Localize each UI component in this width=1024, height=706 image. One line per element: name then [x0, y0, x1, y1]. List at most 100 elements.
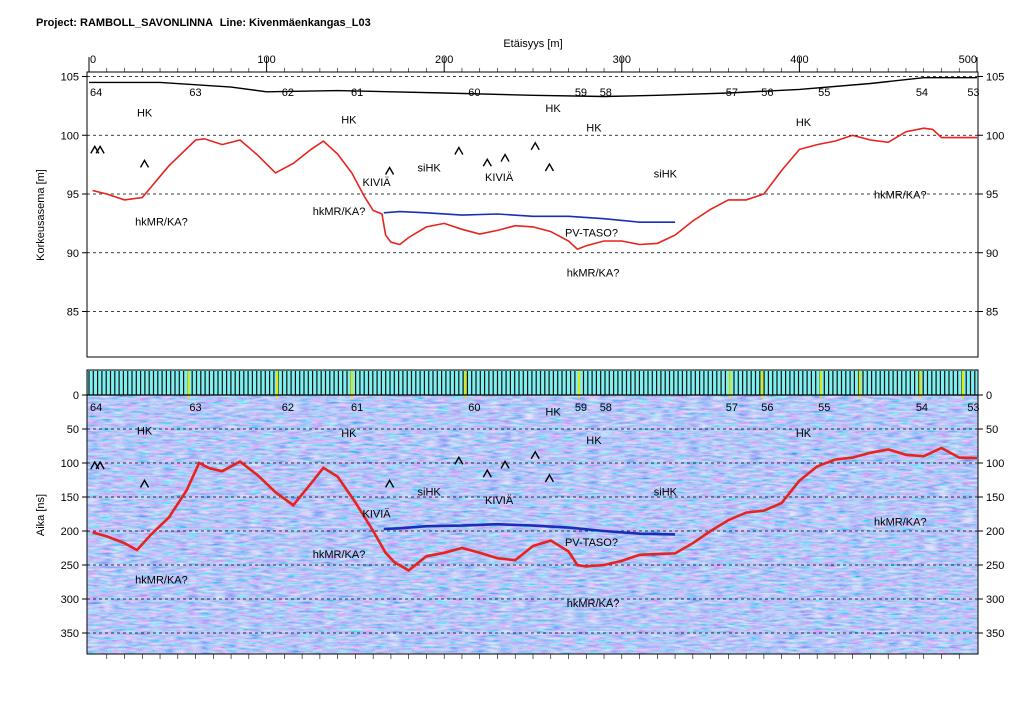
marker-strip-ticks: [87, 371, 978, 398]
y-tick-label-right: 100: [986, 130, 1004, 142]
annotation-label: KIVIÄ: [363, 177, 392, 189]
boulder-mark: [95, 144, 105, 154]
y-tick-label-right: 90: [986, 248, 998, 260]
time-tick-label-right: 0: [986, 390, 992, 402]
radargram-station-label: 61: [351, 402, 363, 414]
radargram-station-label: 56: [761, 402, 773, 414]
annotation-label: siHK: [418, 163, 442, 175]
station-label: 57: [726, 87, 738, 99]
elevation-station-labels: 64 63 62 61 60 59 58 57 56 55 54 53: [90, 87, 980, 99]
radargram-series: [92, 446, 978, 572]
time-tick-label-right: 100: [986, 458, 1004, 470]
radargram-frame: [86, 369, 979, 655]
y-tick-label: 85: [67, 307, 79, 319]
radargram-annotation-label: hkMR/KA?: [313, 549, 366, 561]
radargram-annotations: HK HK HK HK HK siHK siHK KIVIÄ KIVIÄ hkMR/KA? hkMR…: [135, 406, 926, 610]
time-y-axis-label: Aika [ns]: [35, 494, 47, 536]
time-tick-label: 350: [61, 628, 79, 640]
series-line-1: [92, 127, 977, 251]
time-tick-label: 300: [61, 594, 79, 606]
time-tick-label: 50: [67, 424, 79, 436]
time-tick-label: 150: [61, 492, 79, 504]
radargram-station-label: 55: [818, 402, 830, 414]
annotation-label: HK: [796, 117, 812, 129]
radargram-boulder-marks: [90, 450, 555, 488]
radargram-panel: 0 0 50 50 100 100 150 150 200 200 250 250 300 300 350 3…: [35, 369, 1005, 659]
time-tick-label-right: 250: [986, 560, 1004, 572]
y-tick-label: 90: [67, 248, 79, 260]
project-name: RAMBOLL_SAVONLINNA: [80, 17, 213, 29]
line-name: Kivenmäenkangas_L03: [249, 17, 371, 29]
time-tick-label-right: 50: [986, 424, 998, 436]
boulder-mark: [544, 473, 555, 483]
radargram-annotation-label: PV-TASO?: [565, 537, 618, 549]
radargram-tick-labels: 0 0 50 50 100 100 150 150 200 200 250 250 300 300 350 3…: [61, 390, 1005, 640]
station-label: 58: [600, 87, 612, 99]
time-tick-label: 250: [61, 560, 79, 572]
station-label: 60: [468, 87, 480, 99]
y-tick-label-right: 105: [986, 72, 1004, 84]
boulder-mark: [482, 468, 492, 478]
elevation-boulder-marks: [90, 141, 555, 175]
boulder-mark: [544, 162, 555, 172]
elevation-plot-frame: [86, 71, 979, 358]
station-label: 64: [90, 87, 102, 99]
time-tick-label: 100: [61, 458, 79, 470]
radargram-station-label: 64: [90, 402, 102, 414]
radargram-annotation-label: hkMR/KA?: [567, 598, 620, 610]
radargram-station-label: 58: [600, 402, 612, 414]
annotation-label: HK: [586, 123, 602, 135]
y-tick-label: 100: [61, 130, 79, 142]
station-label: 53: [967, 87, 979, 99]
boulder-mark: [500, 153, 510, 162]
radargram-annotation-label: HK: [137, 425, 153, 437]
radargram-annotation-label: siHK: [418, 487, 442, 499]
station-label: 62: [282, 87, 294, 99]
boulder-mark: [95, 460, 105, 470]
annotation-label: PV-TASO?: [565, 227, 618, 239]
time-tick-label: 200: [61, 526, 79, 538]
radargram-annotation-label: KIVIÄ: [363, 508, 392, 520]
elevation-y-axis-label: Korkeusasema [m]: [35, 169, 47, 261]
annotation-label: HK: [545, 103, 561, 115]
x-tick-label: 100: [257, 54, 275, 66]
station-label: 55: [818, 87, 830, 99]
radargram-annotation-label: hkMR/KA?: [874, 517, 927, 529]
annotation-label: HK: [137, 107, 153, 119]
radargram-annotation-label: HK: [796, 428, 812, 440]
elevation-series: [89, 77, 977, 251]
boulder-mark: [482, 157, 492, 167]
radargram-station-label: 59: [575, 402, 587, 414]
line-label: Line:: [219, 17, 246, 29]
radargram-station-label: 53: [967, 402, 979, 414]
station-label: 59: [575, 87, 587, 99]
radargram-annotation-label: HK: [586, 435, 602, 447]
project-label: Project:: [36, 17, 77, 29]
x-tick-label: 500: [959, 54, 977, 66]
radargram-annotation-label: HK: [341, 428, 357, 440]
annotation-label: hkMR/KA?: [135, 217, 188, 229]
x-tick-label: 400: [790, 54, 808, 66]
annotation-label: hkMR/KA?: [567, 267, 620, 279]
elevation-annotations: HK HK HK HK HK siHK siHK KIVIÄ KIVIÄ hkMR/KA? hkMR…: [135, 103, 926, 280]
radargram-annotation-label: siHK: [654, 487, 678, 499]
station-label: 63: [189, 87, 201, 99]
boulder-mark: [139, 159, 150, 168]
radargram-annotation-label: hkMR/KA?: [135, 574, 188, 586]
annotation-label: hkMR/KA?: [874, 190, 927, 202]
station-label: 61: [351, 87, 363, 99]
boulder-mark: [530, 141, 540, 151]
radargram-station-label: 63: [189, 402, 201, 414]
x-tick-label: 200: [435, 54, 453, 66]
annotation-label: KIVIÄ: [485, 172, 514, 184]
radargram-annotation-label: HK: [545, 406, 561, 418]
radargram-texture: [87, 370, 978, 654]
radargram-station-label: 54: [916, 402, 928, 414]
time-tick-label: 0: [73, 390, 79, 402]
time-tick-label-right: 150: [986, 492, 1004, 504]
station-label: 54: [916, 87, 928, 99]
boulder-mark: [454, 146, 464, 155]
x-tick-label: 300: [613, 54, 631, 66]
y-tick-label-right: 85: [986, 307, 998, 319]
